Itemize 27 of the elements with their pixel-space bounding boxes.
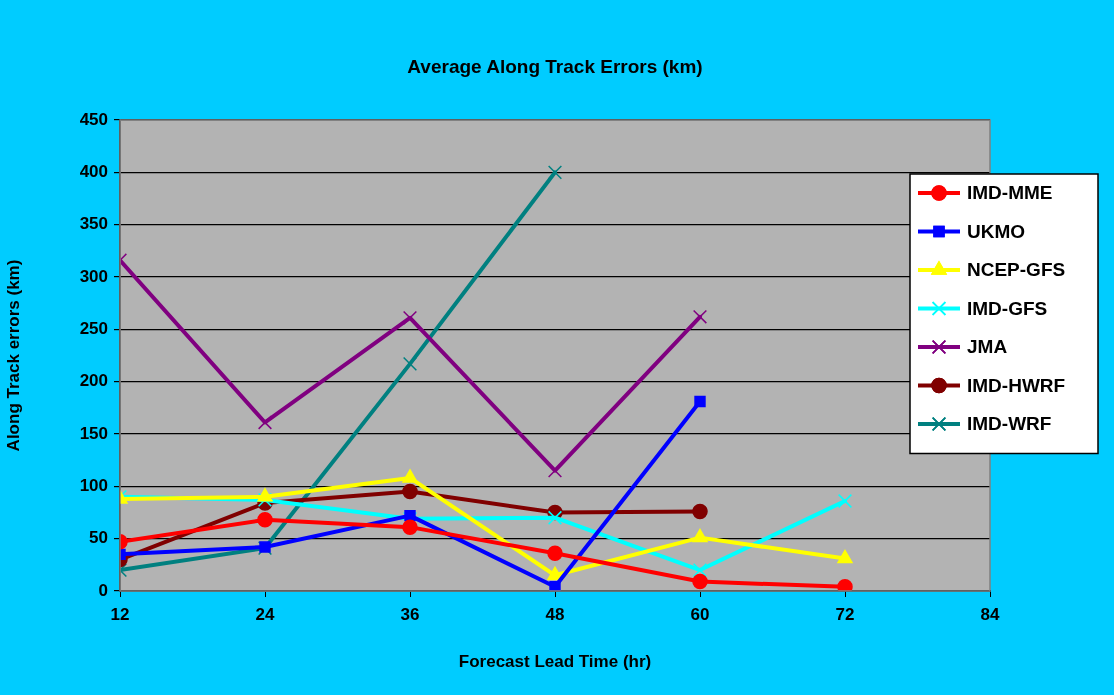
y-tick-label: 50 [89, 528, 108, 548]
y-axis-title: Along Track errors (km) [3, 259, 23, 452]
legend-label: IMD-HWRF [967, 374, 1066, 396]
x-tick-label: 84 [980, 604, 1000, 624]
x-tick-label: 60 [690, 604, 710, 624]
x-tick-label: 12 [110, 604, 130, 624]
y-tick-label: 300 [79, 266, 108, 286]
x-tick-label: 72 [835, 604, 855, 624]
y-tick-label: 100 [79, 476, 108, 496]
legend-label: IMD-MME [967, 182, 1053, 204]
legend-label: IMD-GFS [967, 297, 1048, 319]
legend-label: NCEP-GFS [967, 259, 1066, 281]
legend-label: UKMO [967, 220, 1026, 242]
legend-label: IMD-WRF [967, 413, 1052, 435]
y-tick-label: 200 [79, 371, 108, 391]
y-tick-label: 350 [79, 214, 108, 234]
x-tick-label: 48 [545, 604, 565, 624]
y-tick-label: 250 [79, 319, 108, 339]
y-tick-label: 450 [79, 109, 108, 129]
x-axis-title: Forecast Lead Time (hr) [458, 652, 652, 672]
x-tick-label: 24 [255, 604, 275, 624]
y-tick-label: 150 [79, 423, 108, 443]
chart-title: Average Along Track Errors (km) [407, 56, 703, 78]
legend-label: JMA [967, 336, 1008, 358]
y-tick-label: 400 [79, 162, 108, 182]
x-tick-label: 36 [400, 604, 420, 624]
y-tick-label: 0 [98, 580, 108, 600]
